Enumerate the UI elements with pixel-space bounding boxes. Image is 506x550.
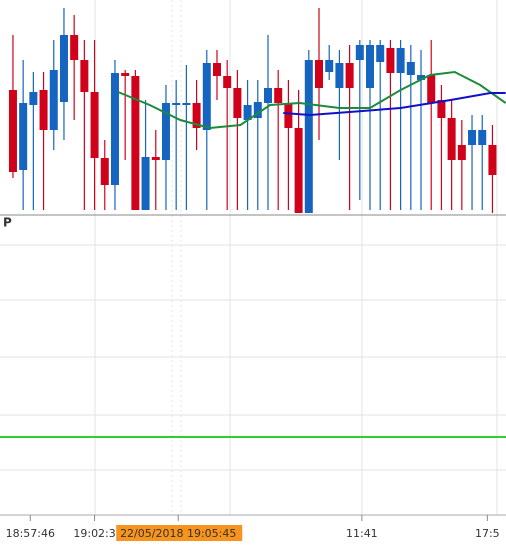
x-tick-label: 18:57:46 xyxy=(6,527,55,540)
candle-body xyxy=(8,90,17,172)
candle-body xyxy=(202,63,211,130)
candle-body xyxy=(100,158,109,185)
candle-body xyxy=(304,60,313,213)
candle-body xyxy=(478,130,487,145)
candle-body xyxy=(59,35,68,102)
candle-body xyxy=(284,103,293,128)
candle-body xyxy=(121,73,130,76)
candle-body xyxy=(70,35,79,60)
candle-body xyxy=(274,88,283,103)
candle-body xyxy=(315,60,324,88)
candle-body xyxy=(131,76,140,210)
candle-body xyxy=(192,103,201,128)
candle-body xyxy=(488,145,497,175)
candle-body xyxy=(396,48,405,73)
candle-body xyxy=(233,88,242,118)
candle-body xyxy=(212,63,221,76)
candle-body xyxy=(457,145,466,160)
candle-body xyxy=(366,45,375,88)
candle-body xyxy=(376,45,385,62)
x-tick-label: 11:41 xyxy=(346,527,378,540)
x-tick-label: 22/05/2018 19:05:45 xyxy=(120,527,236,540)
candle-body xyxy=(39,90,48,130)
x-tick-label: 17:5 xyxy=(475,527,500,540)
pane-label: P xyxy=(3,216,12,230)
candle-body xyxy=(355,45,364,60)
moving-average xyxy=(117,70,506,130)
candle-body xyxy=(386,48,395,73)
candle-body xyxy=(345,63,354,88)
candle-body xyxy=(172,103,181,105)
candle-body xyxy=(447,118,456,160)
candle-body xyxy=(427,75,436,103)
candle-body xyxy=(406,62,415,75)
candle-body xyxy=(151,157,160,160)
candle-body xyxy=(263,88,272,103)
candle-body xyxy=(468,130,477,145)
candle-body xyxy=(80,60,89,92)
candle-body xyxy=(253,102,262,118)
candle-body xyxy=(335,63,344,88)
candle-body xyxy=(29,92,38,105)
crosshair-label-bg xyxy=(116,525,243,541)
x-tick-label: 19:02:3 xyxy=(73,527,115,540)
candle-body xyxy=(294,128,303,213)
candle-body xyxy=(223,76,232,88)
candle-body xyxy=(437,100,446,118)
candle-body xyxy=(182,103,191,105)
candle-body xyxy=(19,103,28,170)
candle-body xyxy=(141,157,150,210)
moving-average xyxy=(283,92,506,117)
grid xyxy=(0,0,506,515)
candle-body xyxy=(110,73,119,185)
candle-body xyxy=(49,70,58,130)
candle-body xyxy=(243,105,252,120)
candle-body xyxy=(161,103,170,160)
candle-body xyxy=(90,92,99,158)
candle-body xyxy=(417,75,426,80)
candle-body xyxy=(325,60,334,72)
